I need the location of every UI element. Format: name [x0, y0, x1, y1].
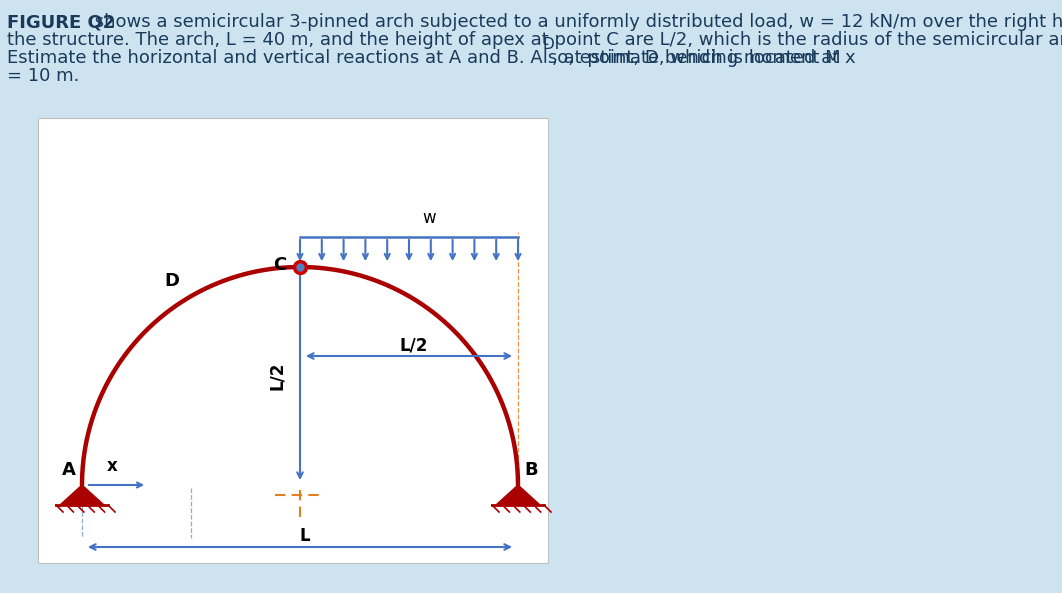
Text: x: x	[106, 457, 118, 475]
Text: the structure. The arch, L = 40 m, and the height of apex at point C are L/2, wh: the structure. The arch, L = 40 m, and t…	[7, 31, 1062, 49]
Text: C: C	[273, 256, 286, 274]
Text: D: D	[543, 37, 554, 52]
Text: L/2: L/2	[399, 336, 428, 354]
Text: A: A	[62, 461, 76, 479]
Text: w: w	[423, 209, 435, 227]
Text: D: D	[164, 272, 179, 290]
Text: L: L	[299, 527, 310, 545]
Text: FIGURE Q2: FIGURE Q2	[7, 13, 116, 31]
Text: = 10 m.: = 10 m.	[7, 67, 80, 85]
Text: shows a semicircular 3-pinned arch subjected to a uniformly distributed load, w : shows a semicircular 3-pinned arch subje…	[89, 13, 1062, 31]
Text: B: B	[524, 461, 537, 479]
Bar	[38, 118, 548, 563]
Text: L/2: L/2	[268, 362, 286, 390]
Polygon shape	[59, 485, 104, 505]
Text: , at point, D, which is located at x: , at point, D, which is located at x	[552, 49, 856, 67]
Polygon shape	[496, 485, 539, 505]
Text: Estimate the horizontal and vertical reactions at A and B. Also, estimate bendin: Estimate the horizontal and vertical rea…	[7, 49, 841, 67]
